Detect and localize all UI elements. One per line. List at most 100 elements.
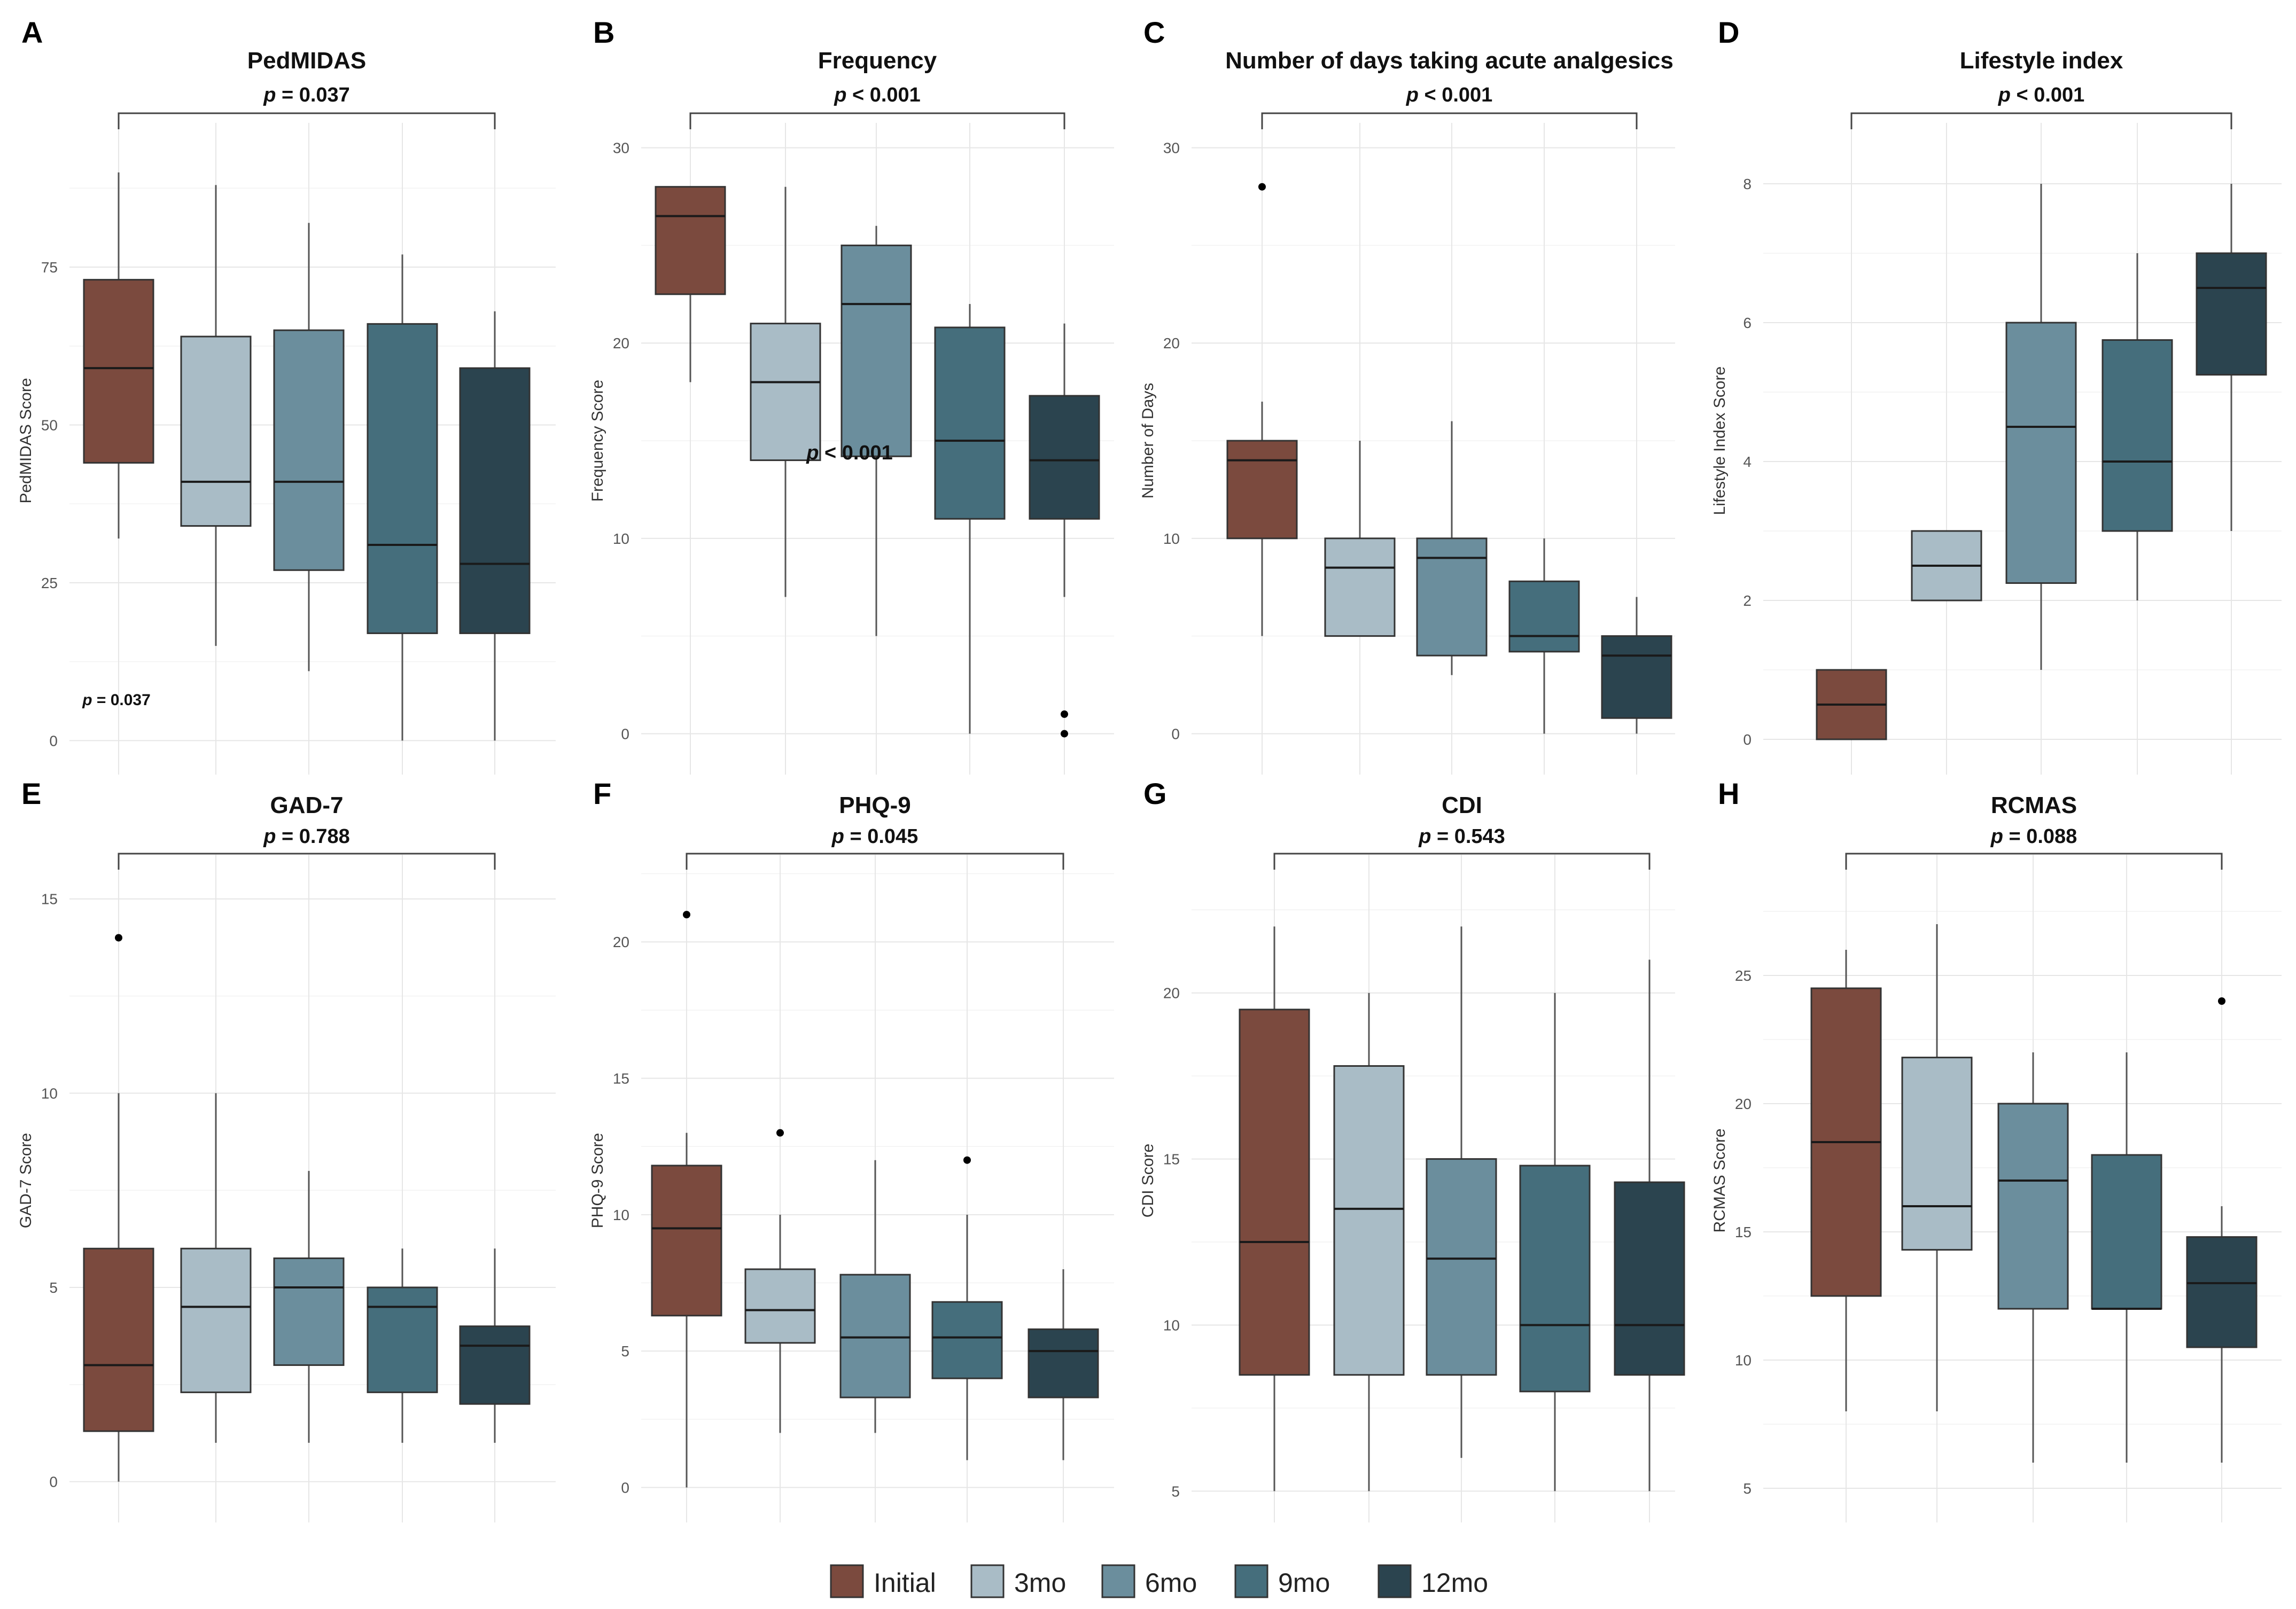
y-tick-label: 0 — [621, 1479, 629, 1496]
panel-letter: E — [21, 777, 41, 810]
box-iqr — [651, 1165, 722, 1317]
panel-letter: H — [1718, 777, 1739, 810]
bracket-p-value: p = 0.037 — [263, 84, 350, 106]
y-tick-label: 0 — [1171, 725, 1180, 742]
y-tick-label: 0 — [49, 1474, 58, 1490]
box-iqr — [2091, 1154, 2162, 1310]
box-12mo — [1601, 597, 1672, 734]
box-iqr — [273, 1257, 345, 1366]
box-initial — [651, 911, 722, 1488]
panel-e: 0 5 10 15 GAD-7 Score E GAD-7 p = 0.788 — [17, 777, 556, 1522]
y-tick-label: 5 — [621, 1343, 629, 1360]
extra-p-value-a: p = 0.037 — [82, 691, 151, 709]
outlier-point — [1061, 710, 1068, 718]
y-tick-label: 10 — [41, 1085, 58, 1102]
box-iqr — [1029, 395, 1100, 520]
box-iqr — [367, 1286, 438, 1393]
panel-title: Frequency — [818, 48, 937, 74]
box-3mo — [180, 185, 252, 646]
outlier-point — [776, 1129, 784, 1137]
y-tick-label: 15 — [613, 1071, 629, 1087]
y-tick-label: 6 — [1743, 315, 1752, 331]
panel-title: Lifestyle index — [1960, 48, 2123, 74]
box-iqr — [655, 186, 726, 295]
box-iqr — [83, 1247, 154, 1432]
box-initial — [83, 934, 154, 1482]
outlier-point — [115, 934, 122, 942]
legend-swatch — [1377, 1564, 1412, 1598]
legend-label: 3mo — [1014, 1568, 1066, 1598]
box-iqr — [840, 244, 912, 457]
y-tick-label: 10 — [1735, 1352, 1752, 1369]
box-6mo — [840, 225, 912, 636]
significance-bracket — [118, 112, 496, 129]
outlier-point — [2218, 997, 2225, 1005]
box-12mo — [459, 311, 531, 741]
box-6mo — [1997, 1052, 2069, 1463]
panel-letter: A — [21, 15, 43, 49]
box-iqr — [1997, 1103, 2069, 1310]
box-9mo — [931, 1156, 1003, 1460]
legend: Initial 3mo 6mo 9mo 12mo — [830, 1564, 1488, 1598]
outlier-point — [963, 1156, 971, 1164]
box-6mo — [1416, 421, 1488, 675]
box-iqr — [273, 329, 345, 571]
panel-letter: D — [1718, 15, 1739, 49]
legend-label: 6mo — [1145, 1568, 1197, 1598]
box-iqr — [2005, 322, 2077, 584]
panel-letter: B — [593, 15, 614, 49]
legend-label: 9mo — [1278, 1568, 1330, 1598]
panel-title: GAD-7 — [270, 792, 344, 818]
significance-bracket — [118, 853, 496, 870]
box-3mo — [1901, 924, 1973, 1411]
box-initial — [1239, 926, 1310, 1491]
y-tick-label: 50 — [41, 417, 58, 433]
bracket-p-value: p = 0.045 — [831, 825, 919, 848]
box-iqr — [1239, 1009, 1310, 1376]
box-3mo — [1324, 441, 1396, 637]
box-9mo — [2102, 253, 2173, 600]
box-iqr — [934, 326, 1006, 520]
box-12mo — [1028, 1269, 1099, 1460]
y-tick-label: 10 — [613, 1207, 629, 1223]
box-iqr — [1426, 1158, 1497, 1376]
panel-a: 0 25 50 75 PedMIDAS Score A PedMIDAS p = 0.037 — [17, 15, 556, 775]
box-initial — [1810, 950, 1882, 1411]
panel-h: 5 10 15 20 25 RCMAS Score H RCMAS p = 0.088 — [1711, 777, 2282, 1522]
panel-title: PHQ-9 — [839, 792, 910, 818]
panel-d: 0 2 4 6 8 Lifestyle Index Score D Lifestyle ind… — [1711, 15, 2282, 775]
legend-swatch — [1234, 1564, 1268, 1598]
y-axis-label: GAD-7 Score — [17, 1133, 35, 1228]
box-iqr — [2186, 1236, 2258, 1348]
box-iqr — [744, 1268, 816, 1344]
panel-f: 0 5 10 15 20 PHQ-9 Score F PHQ-9 p = 0.045 — [589, 777, 1114, 1522]
legend-label: 12mo — [1421, 1568, 1488, 1598]
bracket-p-value: p < 0.001 — [1406, 84, 1493, 106]
box-6mo — [2005, 184, 2077, 670]
panel-letter: F — [593, 777, 611, 810]
legend-swatch — [1101, 1564, 1135, 1598]
y-tick-label: 25 — [41, 575, 58, 591]
y-tick-label: 4 — [1743, 454, 1752, 470]
y-axis-label: RCMAS Score — [1711, 1128, 1729, 1232]
legend-swatch — [830, 1564, 864, 1598]
significance-bracket — [1273, 853, 1651, 870]
box-3mo — [750, 186, 821, 597]
y-tick-label: 75 — [41, 259, 58, 276]
y-tick-label: 10 — [613, 530, 629, 547]
y-axis-label: Frequency Score — [589, 380, 606, 502]
box-initial — [1226, 183, 1298, 636]
y-tick-label: 0 — [49, 732, 58, 749]
panel-title: CDI — [1442, 792, 1482, 818]
box-12mo — [1614, 959, 1685, 1491]
box-iqr — [1324, 537, 1396, 637]
box-iqr — [1226, 440, 1298, 540]
bracket-p-value: p = 0.088 — [1990, 825, 2077, 848]
box-9mo — [1508, 538, 1580, 734]
y-axis-label: Number of Days — [1139, 383, 1157, 499]
box-iqr — [1601, 635, 1672, 719]
y-tick-label: 20 — [613, 934, 629, 950]
box-9mo — [934, 304, 1006, 734]
box-3mo — [744, 1129, 816, 1433]
y-tick-label: 15 — [1735, 1224, 1752, 1240]
